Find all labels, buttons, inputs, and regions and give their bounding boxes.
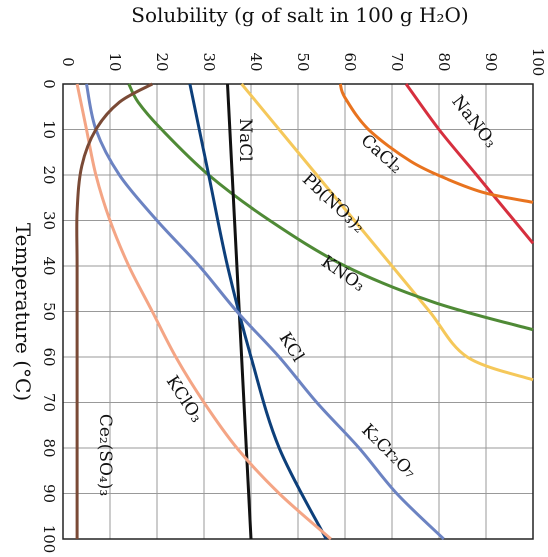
curve-kno3 xyxy=(127,83,534,332)
x-tick-label-10: 100 xyxy=(529,48,547,77)
curve-kclo3 xyxy=(75,83,332,541)
curve-label-pbno32: Pb(NO₃)₂ xyxy=(298,169,369,237)
y-axis-title: Temperature (°C) xyxy=(11,223,35,401)
y-tick-label-9: 90 xyxy=(40,484,58,503)
x-axis-title: Solubility (g of salt in 100 g H₂O) xyxy=(131,3,468,27)
x-tick-label-0: 0 xyxy=(59,57,77,67)
x-tick-label-2: 20 xyxy=(153,52,171,71)
curve-cacl2 xyxy=(338,83,534,204)
curve-label-kcl: KCl xyxy=(275,329,308,366)
y-tick-label-0: 0 xyxy=(40,79,58,89)
curve-nano3 xyxy=(404,83,535,245)
x-tick-label-9: 90 xyxy=(482,52,500,71)
y-tick-label-1: 10 xyxy=(40,120,58,139)
x-tick-label-8: 80 xyxy=(435,52,453,71)
curve-label-k2cr2o7: K₂Cr₂O₇ xyxy=(357,420,420,483)
curve-label-ce2so43: Ce₂(SO₄)₃ xyxy=(95,414,115,496)
curve-label-nacl: NaCl xyxy=(235,118,255,161)
x-tick-label-5: 50 xyxy=(294,52,312,71)
x-tick-label-6: 60 xyxy=(341,52,359,71)
curves xyxy=(75,82,535,541)
x-tick-label-4: 40 xyxy=(247,52,265,71)
plot-frame xyxy=(62,83,534,540)
curve-label-nano3: NaNO₃ xyxy=(447,92,500,152)
y-tick-label-10: 100 xyxy=(40,525,58,554)
y-tick-label-3: 30 xyxy=(40,211,58,230)
y-tick-label-7: 70 xyxy=(40,393,58,412)
y-tick-label-4: 40 xyxy=(40,256,58,275)
y-tick-label-2: 20 xyxy=(40,165,58,184)
curve-pbno32 xyxy=(240,83,534,382)
ticks: 0 10 20 30 40 50 60 70 80 90 100 0 10 20 30 40 50 60 70 80 9… xyxy=(40,48,547,554)
curve-ce2so43 xyxy=(75,82,154,539)
curve-label-kclo3: KClO₃ xyxy=(162,372,207,426)
curve-label-kno3: KNO₃ xyxy=(317,252,368,296)
curve-k2cr2o7 xyxy=(85,83,445,541)
x-tick-label-7: 70 xyxy=(388,52,406,71)
y-tick-label-8: 80 xyxy=(40,438,58,457)
y-tick-label-6: 60 xyxy=(40,347,58,366)
x-tick-label-3: 30 xyxy=(200,52,218,71)
y-tick-label-5: 50 xyxy=(40,302,58,321)
x-tick-label-1: 10 xyxy=(106,52,124,71)
